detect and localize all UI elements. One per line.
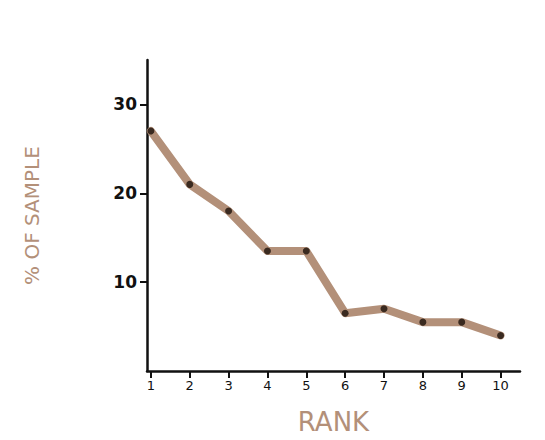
svg-text:% OF SAMPLE: % OF SAMPLE (20, 146, 44, 285)
svg-text:3: 3 (224, 378, 232, 393)
svg-text:8: 8 (419, 378, 427, 393)
svg-text:4: 4 (263, 378, 271, 393)
svg-text:2: 2 (186, 378, 194, 393)
svg-text:RANK: RANK (298, 407, 370, 437)
svg-text:10: 10 (113, 272, 137, 292)
svg-text:1: 1 (147, 378, 155, 393)
svg-text:30: 30 (113, 94, 137, 114)
svg-text:10: 10 (492, 378, 509, 393)
svg-text:9: 9 (458, 378, 466, 393)
svg-text:6: 6 (341, 378, 349, 393)
svg-text:7: 7 (380, 378, 388, 393)
svg-text:20: 20 (113, 183, 137, 203)
svg-text:5: 5 (302, 378, 310, 393)
